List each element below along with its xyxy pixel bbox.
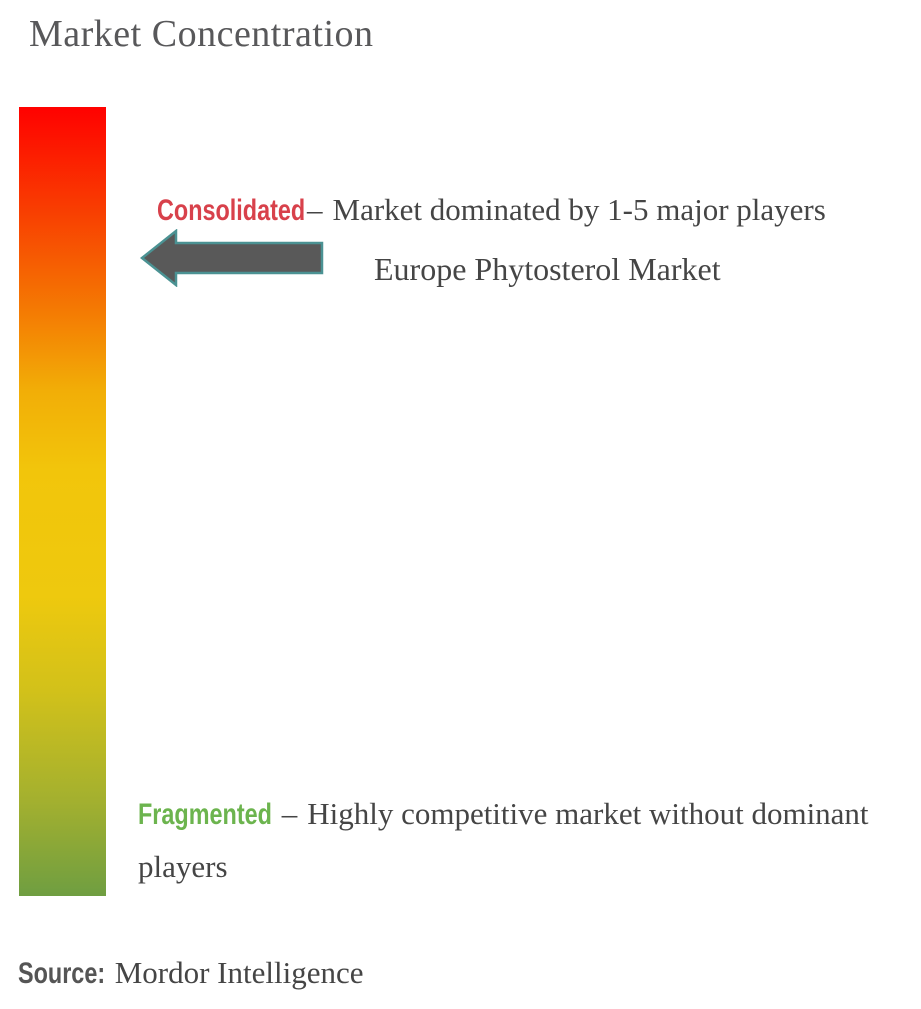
left-arrow-indicator (140, 229, 324, 287)
consolidated-row: Consolidated– Market dominated by 1-5 maj… (157, 192, 826, 228)
left-arrow-shape (140, 229, 324, 287)
source-row: Source: Mordor Intelligence (18, 955, 363, 991)
consolidated-label: Consolidated (157, 194, 306, 227)
consolidated-dash: – (307, 192, 323, 227)
page-title: Market Concentration (29, 13, 374, 55)
fragmented-dash: – (281, 796, 298, 831)
market-name-label: Europe Phytosterol Market (374, 251, 721, 287)
consolidated-description: Market dominated by 1-5 major players (332, 192, 826, 227)
source-value: Mordor Intelligence (114, 955, 364, 990)
source-label: Source: (18, 957, 106, 990)
fragmented-label: Fragmented (138, 798, 272, 831)
concentration-gradient-bar (19, 107, 106, 896)
fragmented-row: Fragmented – Highly competitive market wit… (138, 788, 898, 893)
fragmented-description: Highly competitive market without domina… (138, 796, 869, 884)
